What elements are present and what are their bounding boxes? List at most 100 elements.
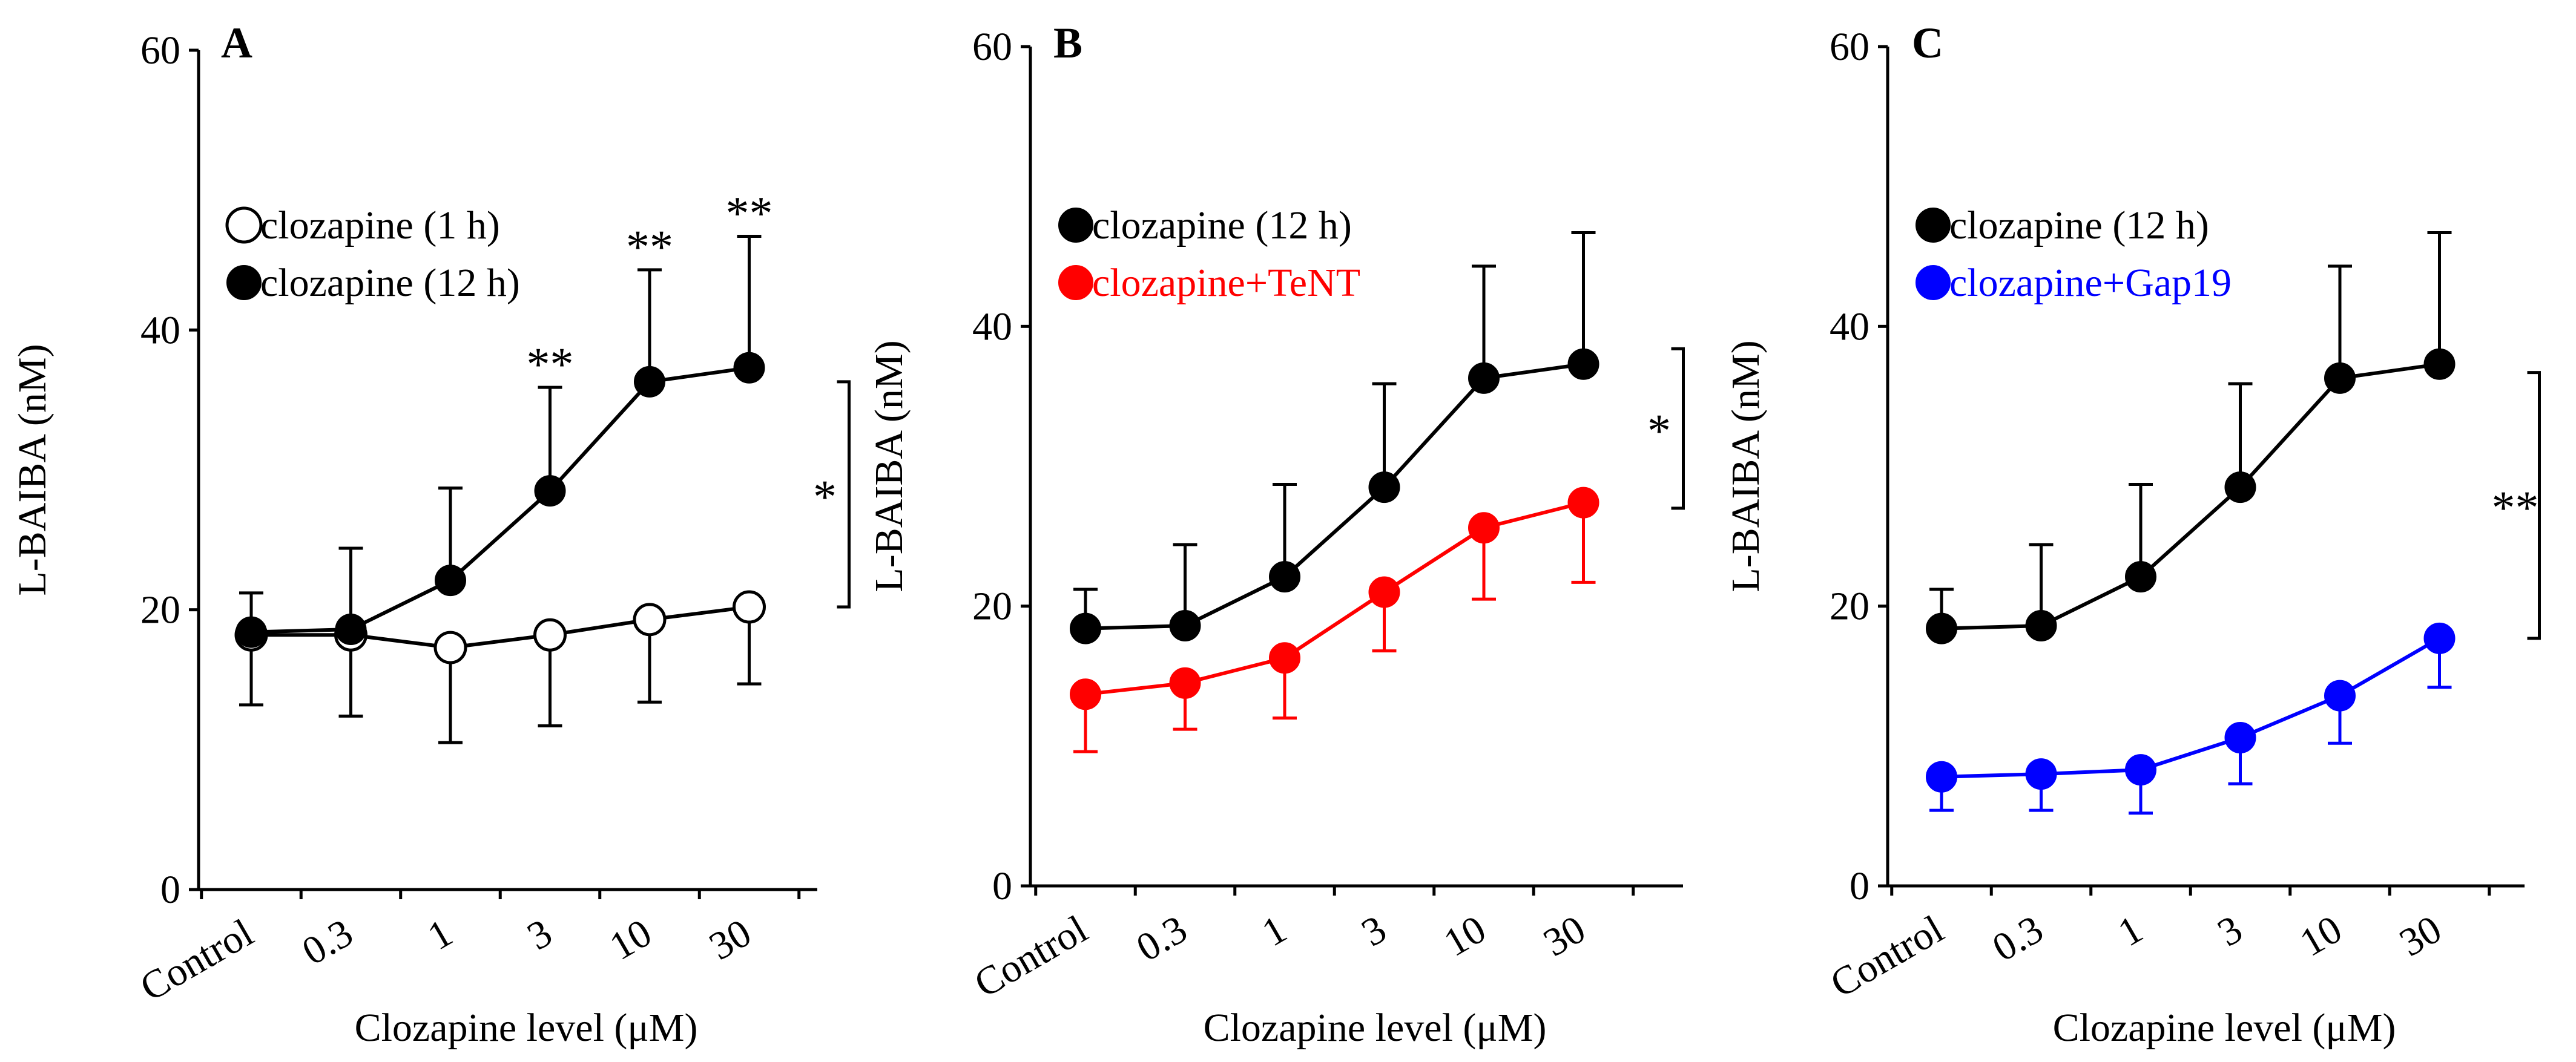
data-point bbox=[2125, 754, 2156, 786]
x-tick-label: 0.3 bbox=[295, 911, 360, 974]
x-tick-label: 10 bbox=[602, 911, 659, 969]
bracket-significance-label: ** bbox=[2492, 481, 2539, 534]
legend-marker bbox=[226, 265, 262, 300]
data-point bbox=[236, 616, 267, 648]
data-point bbox=[1926, 612, 1957, 644]
y-tick-label: 20 bbox=[1830, 585, 1869, 629]
data-point bbox=[1070, 612, 1101, 644]
x-tick-label: 30 bbox=[2392, 907, 2449, 965]
x-tick-label: 30 bbox=[702, 911, 759, 969]
data-point bbox=[2423, 622, 2456, 654]
data-point bbox=[1567, 348, 1599, 380]
series-line bbox=[251, 365, 749, 634]
panel-label: C bbox=[1912, 19, 1943, 67]
x-tick-label: 30 bbox=[1536, 907, 1593, 965]
legend-label: clozapine+TeNT bbox=[1092, 261, 1360, 305]
panel-c: 0 20 40 60 Control 0.3 1 3 10 30 Clozapine level (… bbox=[1724, 19, 2541, 1050]
data-point bbox=[2324, 362, 2356, 394]
data-point bbox=[2224, 471, 2256, 503]
significance-bracket bbox=[2527, 371, 2541, 640]
legend-marker bbox=[1916, 208, 1951, 243]
data-point bbox=[1567, 487, 1599, 519]
y-tick-label: 0 bbox=[160, 868, 180, 912]
y-tick-label: 40 bbox=[1830, 304, 1869, 349]
y-axis-title: L-BAIBA (nM) bbox=[1724, 340, 1768, 592]
x-tick-label: 1 bbox=[2110, 907, 2150, 955]
series-1 bbox=[236, 234, 765, 648]
legend-marker bbox=[1058, 265, 1093, 300]
x-tick-label: 0.3 bbox=[1985, 907, 2051, 970]
series-0 bbox=[1070, 231, 1599, 644]
x-tick-label: 3 bbox=[1354, 907, 1394, 955]
data-point bbox=[1468, 512, 1500, 544]
data-point bbox=[2025, 610, 2057, 642]
x-tick-label: Control bbox=[1823, 907, 1951, 1006]
y-axis-title: L-BAIBA (nM) bbox=[867, 340, 911, 592]
legend-label: clozapine+Gap19 bbox=[1949, 261, 2232, 305]
data-point bbox=[435, 565, 466, 597]
data-point bbox=[433, 631, 467, 664]
x-axis-title: Clozapine level (μM) bbox=[1204, 1006, 1547, 1050]
y-tick-label: 40 bbox=[972, 304, 1012, 349]
series-line bbox=[251, 605, 749, 650]
y-tick-label: 0 bbox=[992, 864, 1012, 908]
data-point bbox=[733, 590, 766, 624]
data-point bbox=[1926, 761, 1957, 793]
data-point bbox=[2125, 561, 2156, 593]
y-tick-label: 60 bbox=[140, 28, 180, 73]
x-tick-label: 10 bbox=[2293, 907, 2350, 965]
panel-b: 0 20 40 60 Control 0.3 1 3 10 30 Clozapine level (… bbox=[867, 19, 1685, 1050]
data-point bbox=[2224, 721, 2256, 753]
data-point bbox=[634, 365, 665, 398]
significance-marker: ** bbox=[726, 186, 773, 239]
bracket-significance-label: * bbox=[813, 470, 837, 523]
y-tick-label: 20 bbox=[972, 585, 1012, 629]
series-1 bbox=[1926, 622, 2456, 815]
y-tick-label: 40 bbox=[140, 308, 180, 352]
significance-bracket bbox=[1671, 347, 1685, 510]
legend-label: clozapine (12 h) bbox=[1092, 203, 1352, 247]
series-line bbox=[1085, 362, 1584, 631]
data-point bbox=[1468, 362, 1500, 394]
series-0 bbox=[234, 590, 766, 744]
data-point bbox=[1368, 471, 1400, 503]
x-axis-title: Clozapine level (μM) bbox=[355, 1006, 698, 1050]
panel-label: A bbox=[221, 19, 252, 67]
x-tick-label: 0.3 bbox=[1129, 907, 1194, 970]
data-point bbox=[1269, 561, 1300, 593]
y-axis-title: L-BAIBA (nM) bbox=[10, 344, 54, 595]
data-point bbox=[2423, 348, 2456, 380]
data-point bbox=[533, 618, 567, 652]
x-tick-label: Control bbox=[133, 911, 260, 1010]
data-point bbox=[2025, 758, 2057, 790]
x-tick-label: Control bbox=[967, 907, 1095, 1006]
x-axis-title: Clozapine level (μM) bbox=[2053, 1006, 2396, 1050]
x-tick-label: 1 bbox=[420, 911, 460, 959]
series-line bbox=[1085, 500, 1584, 697]
significance-bracket bbox=[837, 380, 851, 609]
legend-label: clozapine (1 h) bbox=[260, 203, 500, 247]
panel-label: B bbox=[1053, 19, 1082, 67]
data-point bbox=[633, 603, 667, 637]
x-tick-label: 10 bbox=[1437, 907, 1494, 965]
data-point bbox=[335, 614, 367, 646]
legend-label: clozapine (12 h) bbox=[1949, 203, 2209, 247]
data-point bbox=[1269, 642, 1300, 674]
series-1 bbox=[1070, 487, 1599, 753]
significance-marker: ** bbox=[527, 338, 574, 390]
data-point bbox=[1169, 610, 1201, 642]
data-point bbox=[2324, 680, 2356, 712]
series-line bbox=[1941, 362, 2440, 631]
significance-marker: ** bbox=[626, 220, 673, 273]
data-point bbox=[1070, 678, 1101, 710]
legend-marker bbox=[1916, 265, 1951, 300]
legend-label: clozapine (12 h) bbox=[260, 261, 520, 305]
series-0 bbox=[1926, 231, 2456, 644]
data-point bbox=[733, 352, 765, 384]
data-point bbox=[1368, 576, 1400, 608]
x-tick-label: 1 bbox=[1254, 907, 1294, 955]
y-tick-label: 0 bbox=[1850, 864, 1869, 908]
legend-marker bbox=[1058, 208, 1093, 243]
